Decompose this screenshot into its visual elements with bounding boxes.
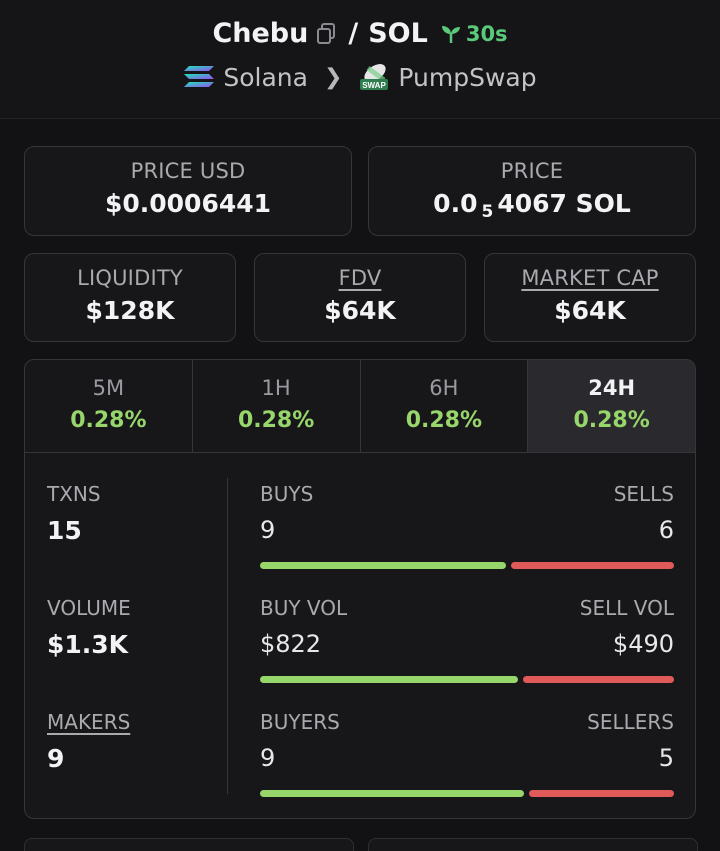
price-native-value: 0.0 5 4067 SOL (369, 189, 695, 222)
sellers-value: 5 (658, 744, 674, 772)
sell-vol-value: $490 (612, 630, 674, 658)
buyers-value: 9 (260, 744, 276, 772)
buys-label: BUYS (260, 482, 314, 506)
price-digits: 4067 (497, 189, 567, 218)
chain-link[interactable]: Solana (223, 62, 308, 92)
makers-value: 9 (47, 744, 65, 773)
pair-header: Chebu / SOL 30s (0, 0, 720, 119)
volume-label: VOLUME (47, 596, 131, 620)
sell-vol-bar (522, 676, 674, 683)
buyers-label: BUYERS (260, 710, 340, 734)
pumpswap-icon: SWAP (358, 62, 390, 92)
pumpswap-logo-text: SWAP (363, 81, 387, 90)
buyers-sellers-bar (260, 790, 674, 797)
price-usd-label: PRICE USD (130, 159, 246, 183)
token-name: Chebu (212, 18, 309, 49)
sell-vol-label: SELL VOL (579, 596, 674, 620)
sellers-label: SELLERS (587, 710, 674, 734)
sprout-icon (441, 25, 460, 43)
buy-vol-value: $822 (260, 630, 322, 658)
txns-label: TXNS (47, 482, 101, 506)
market-cap-label[interactable]: MARKET CAP (521, 266, 659, 290)
volume-value: $1.3K (47, 630, 129, 659)
volume-bar (260, 676, 674, 683)
stats-card: 5M 0.28% 1H 0.28% 6H 0.28% 24H 0.28% TXN… (24, 359, 696, 819)
volume-metric: VOLUME $1.3K (47, 596, 131, 659)
market-cap-value: $64K (554, 296, 626, 325)
sells-label: SELLS (613, 482, 674, 506)
makers-metric[interactable]: MAKERS 9 (47, 710, 130, 773)
timeframe-tabs: 5M 0.28% 1H 0.28% 6H 0.28% 24H 0.28% (25, 360, 695, 453)
price-zero-count: 5 (481, 202, 494, 222)
chain-row: Solana ❯ SWAP PumpSwap (0, 62, 720, 92)
chevron-right-icon: ❯ (323, 64, 343, 90)
tab-change: 0.28% (70, 408, 147, 433)
fdv-value: $64K (324, 296, 396, 325)
price-native-box: PRICE 0.0 5 4067 SOL (368, 146, 696, 236)
fdv-box[interactable]: FDV $64K (254, 253, 466, 342)
tab-5m[interactable]: 5M 0.28% (25, 360, 193, 452)
liquidity-value: $128K (85, 296, 175, 325)
buy-vol-bar (260, 676, 518, 683)
volume-split: BUY VOL SELL VOL $822 $490 (260, 596, 674, 683)
next-card-edge (368, 838, 698, 851)
txns-value: 15 (47, 516, 82, 545)
tab-change: 0.28% (237, 408, 315, 433)
buys-value: 9 (260, 516, 276, 544)
tab-label: 1H (261, 376, 291, 400)
liquidity-box: LIQUIDITY $128K (24, 253, 236, 342)
next-card-edge (24, 838, 354, 851)
tab-label: 24H (588, 376, 636, 400)
pair-separator: / (348, 18, 359, 49)
liquidity-label: LIQUIDITY (77, 266, 183, 290)
tab-change: 0.28% (573, 408, 650, 433)
age-value: 30s (465, 21, 508, 46)
buy-vol-label: BUY VOL (260, 596, 348, 620)
dex-link[interactable]: PumpSwap (398, 62, 537, 92)
txns-metric: TXNS 15 (47, 482, 101, 545)
column-divider (227, 478, 228, 794)
tab-change: 0.28% (405, 408, 483, 433)
sellers-bar (528, 790, 674, 797)
buys-sells-bar (260, 562, 674, 569)
market-cap-box[interactable]: MARKET CAP $64K (484, 253, 696, 342)
price-label: PRICE (500, 159, 564, 183)
tab-label: 6H (429, 376, 459, 400)
fdv-label[interactable]: FDV (338, 266, 382, 290)
tab-6h[interactable]: 6H 0.28% (361, 360, 529, 452)
sells-bar (510, 562, 674, 569)
price-prefix: 0.0 (433, 189, 478, 218)
sells-value: 6 (658, 516, 674, 544)
buyers-sellers-split: BUYERS SELLERS 9 5 (260, 710, 674, 797)
copy-icon[interactable] (316, 22, 336, 45)
price-usd-value: $0.0006441 (104, 189, 272, 218)
price-unit: SOL (575, 189, 631, 218)
buys-bar (260, 562, 506, 569)
tab-24h[interactable]: 24H 0.28% (528, 360, 695, 452)
buys-sells-split: BUYS SELLS 9 6 (260, 482, 674, 569)
tab-1h[interactable]: 1H 0.28% (193, 360, 361, 452)
pair-title: Chebu / SOL 30s (0, 18, 720, 49)
pair-age: 30s (440, 22, 508, 46)
makers-label[interactable]: MAKERS (47, 710, 131, 734)
buyers-bar (260, 790, 524, 797)
price-usd-box: PRICE USD $0.0006441 (24, 146, 352, 236)
solana-icon (183, 64, 215, 90)
quote-name: SOL (368, 18, 428, 49)
tab-label: 5M (92, 376, 125, 400)
